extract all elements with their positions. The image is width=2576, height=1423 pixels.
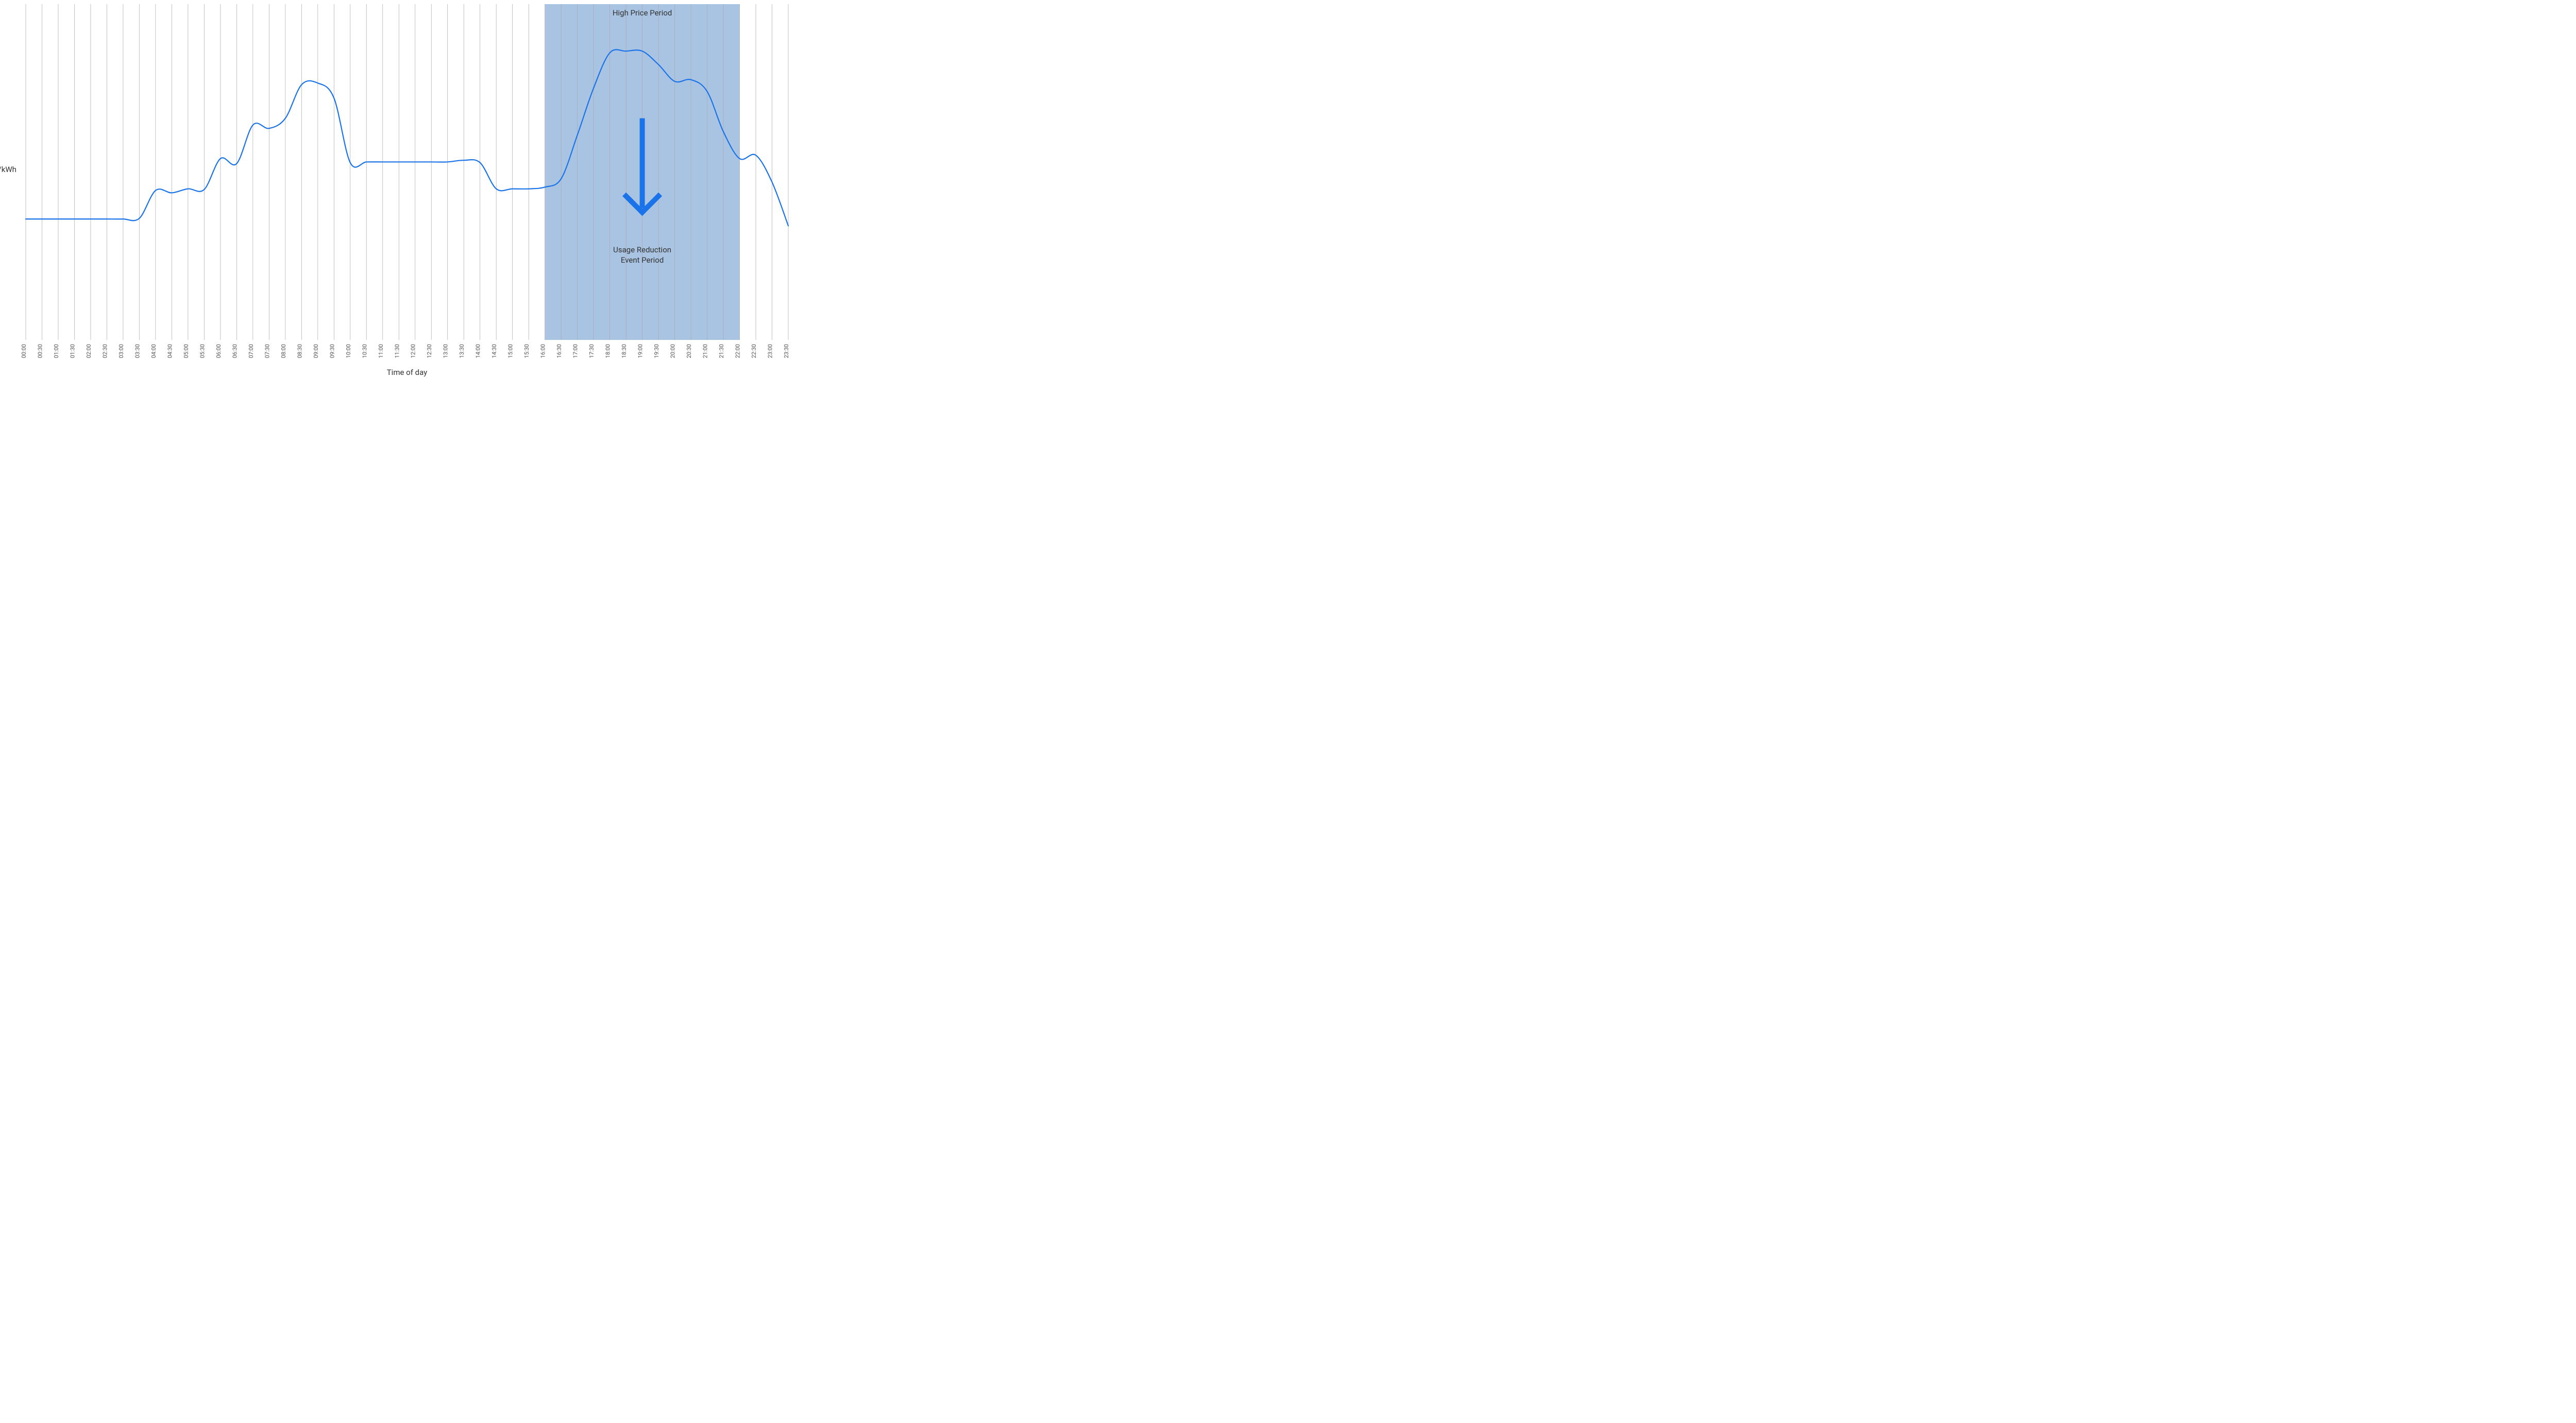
x-tick-label: 00:30 xyxy=(37,344,43,358)
x-tick-label: 14:00 xyxy=(475,344,482,358)
x-tick-label: 00:00 xyxy=(21,344,27,358)
x-tick-label: 03:30 xyxy=(134,344,141,358)
x-tick-label: 22:00 xyxy=(735,344,741,358)
x-tick-label: 09:00 xyxy=(313,344,319,358)
x-tick-label: 23:30 xyxy=(783,344,790,358)
x-tick-label: 22:30 xyxy=(751,344,757,358)
x-tick-label: 16:30 xyxy=(556,344,563,358)
x-axis-title: Time of day xyxy=(387,368,428,377)
x-tick-label: 18:00 xyxy=(605,344,612,358)
x-tick-label: 07:30 xyxy=(264,344,270,358)
x-tick-label: 15:00 xyxy=(507,344,514,358)
y-axis-title: p/kWh xyxy=(0,165,16,174)
x-tick-label: 17:00 xyxy=(572,344,579,358)
x-tick-label: 13:30 xyxy=(459,344,465,358)
x-tick-label: 21:00 xyxy=(702,344,709,358)
x-tick-label: 10:00 xyxy=(345,344,352,358)
x-tick-label: 09:30 xyxy=(329,344,335,358)
x-tick-label: 07:00 xyxy=(248,344,255,358)
x-tick-label: 06:30 xyxy=(231,344,238,358)
x-tick-label: 03:00 xyxy=(118,344,125,358)
x-tick-label: 11:00 xyxy=(378,344,384,358)
x-tick-label: 06:00 xyxy=(215,344,222,358)
x-tick-label: 13:00 xyxy=(443,344,449,358)
usage-reduction-label: Usage Reduction xyxy=(613,245,671,254)
x-tick-label: 21:30 xyxy=(718,344,725,358)
x-tick-label: 08:30 xyxy=(296,344,303,358)
x-tick-label: 04:00 xyxy=(150,344,157,358)
x-tick-label: 16:00 xyxy=(540,344,547,358)
x-tick-label: 15:30 xyxy=(523,344,530,358)
x-tick-label: 14:30 xyxy=(491,344,498,358)
x-tick-label: 23:00 xyxy=(767,344,774,358)
chart-svg: 00:00 00:30 01:00 01:30 02:00 02:30 03:00 03:30… xyxy=(0,0,793,384)
x-tick-label: 08:00 xyxy=(280,344,287,358)
x-tick-label: 18:30 xyxy=(621,344,628,358)
x-tick-label: 20:00 xyxy=(670,344,676,358)
x-tick-label: 12:30 xyxy=(426,344,433,358)
x-tick-label: 02:30 xyxy=(101,344,108,358)
x-tick-label: 17:30 xyxy=(588,344,595,358)
x-tick-label: 01:00 xyxy=(53,344,60,358)
high-price-period-label: High Price Period xyxy=(613,8,672,18)
x-tick-label: 05:30 xyxy=(199,344,206,358)
x-tick-label: 19:30 xyxy=(653,344,660,358)
x-tick-label: 04:30 xyxy=(166,344,173,358)
x-tick-label: 12:00 xyxy=(410,344,417,358)
energy-price-chart: 00:00 00:30 01:00 01:30 02:00 02:30 03:00 03:30… xyxy=(0,0,793,384)
x-tick-label: 01:30 xyxy=(69,344,76,358)
x-tick-label: 10:30 xyxy=(361,344,368,358)
x-tick-label: 19:00 xyxy=(637,344,644,358)
x-tick-label: 20:30 xyxy=(686,344,692,358)
x-tick-label: 11:30 xyxy=(394,344,400,358)
x-tick-label: 05:00 xyxy=(183,344,190,358)
x-tick-label: 02:00 xyxy=(86,344,92,358)
usage-reduction-label: Event Period xyxy=(621,255,664,265)
